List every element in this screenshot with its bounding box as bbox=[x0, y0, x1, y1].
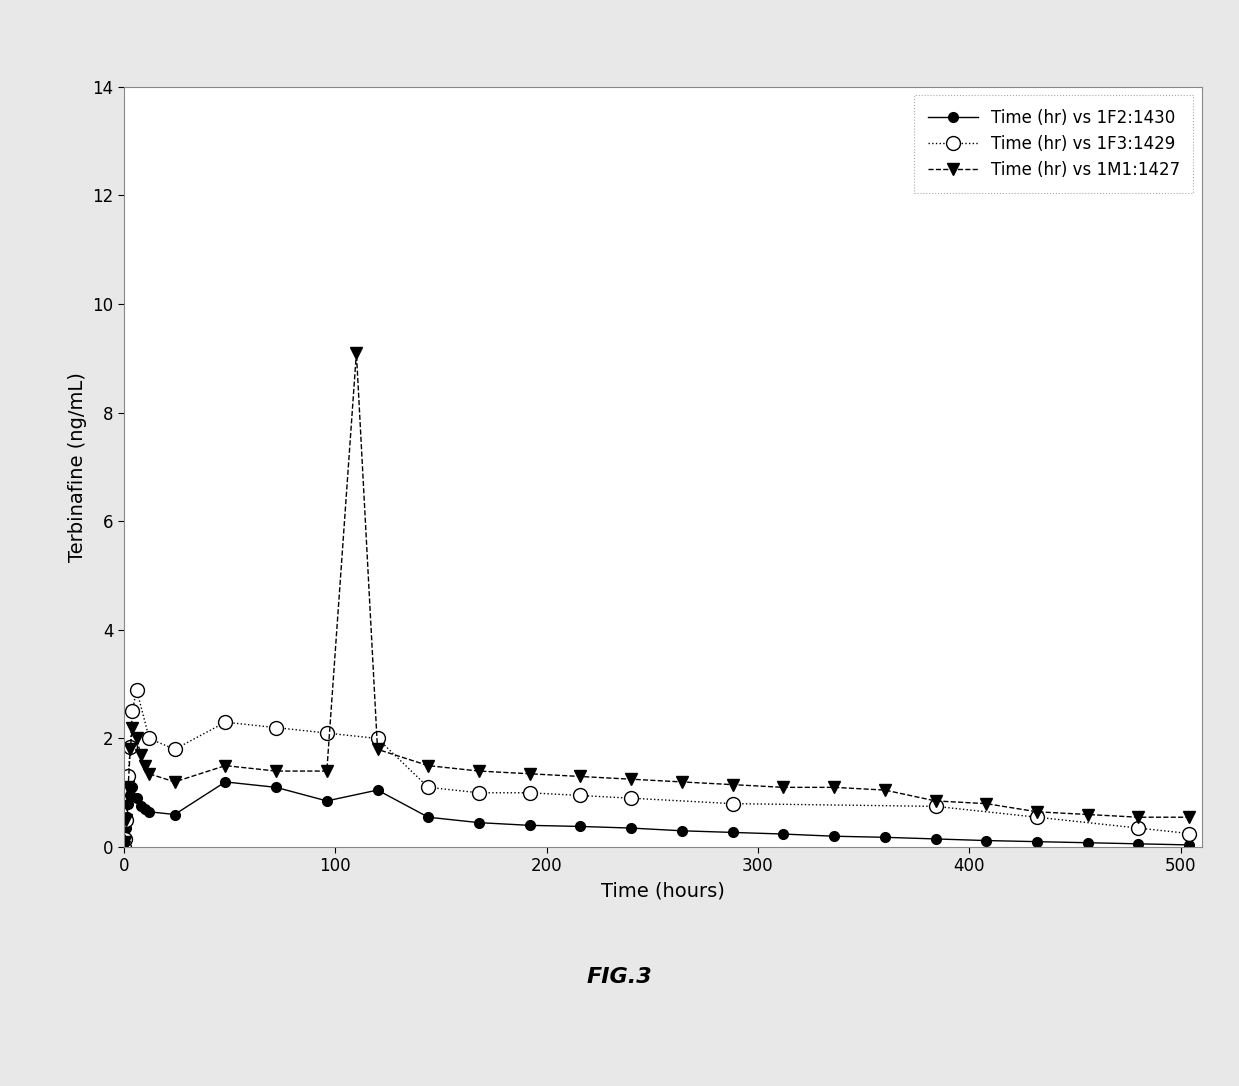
Time (hr) vs 1F2:1430 bbox=[1030, 835, 1044, 848]
Time (hr) vs 1M1:1427 bbox=[1182, 810, 1197, 824]
Time (hr) vs 1M1:1427 bbox=[141, 767, 156, 780]
Time (hr) vs 1F3:1429 bbox=[1030, 810, 1044, 824]
Time (hr) vs 1F3:1429 bbox=[118, 832, 133, 845]
Time (hr) vs 1M1:1427 bbox=[349, 346, 364, 359]
Time (hr) vs 1F3:1429 bbox=[1131, 822, 1146, 835]
Time (hr) vs 1F2:1430 bbox=[218, 775, 233, 788]
Time (hr) vs 1M1:1427 bbox=[877, 784, 892, 797]
Time (hr) vs 1F3:1429 bbox=[116, 841, 131, 854]
Y-axis label: Terbinafine (ng/mL): Terbinafine (ng/mL) bbox=[68, 372, 87, 561]
Time (hr) vs 1M1:1427 bbox=[674, 775, 689, 788]
Time (hr) vs 1F2:1430 bbox=[116, 841, 131, 854]
Time (hr) vs 1M1:1427 bbox=[134, 748, 149, 761]
Time (hr) vs 1M1:1427 bbox=[118, 835, 133, 848]
Text: FIG.3: FIG.3 bbox=[586, 968, 653, 987]
Time (hr) vs 1F2:1430 bbox=[123, 788, 138, 801]
Time (hr) vs 1F3:1429 bbox=[370, 732, 385, 745]
Time (hr) vs 1M1:1427 bbox=[320, 765, 335, 778]
Time (hr) vs 1M1:1427 bbox=[116, 841, 131, 854]
Time (hr) vs 1F3:1429 bbox=[623, 792, 638, 805]
Time (hr) vs 1F2:1430 bbox=[134, 799, 149, 812]
Time (hr) vs 1M1:1427 bbox=[523, 767, 538, 780]
Time (hr) vs 1F2:1430 bbox=[118, 831, 133, 844]
Line: Time (hr) vs 1M1:1427: Time (hr) vs 1M1:1427 bbox=[118, 346, 1196, 854]
Time (hr) vs 1F2:1430 bbox=[928, 832, 943, 845]
Time (hr) vs 1M1:1427 bbox=[928, 795, 943, 808]
Time (hr) vs 1M1:1427 bbox=[776, 781, 790, 794]
Time (hr) vs 1F2:1430 bbox=[1182, 838, 1197, 851]
Time (hr) vs 1F3:1429 bbox=[421, 781, 436, 794]
Time (hr) vs 1F3:1429 bbox=[129, 683, 144, 696]
Time (hr) vs 1F3:1429 bbox=[725, 797, 740, 810]
Time (hr) vs 1M1:1427 bbox=[125, 721, 140, 734]
Time (hr) vs 1F3:1429 bbox=[119, 813, 134, 826]
Time (hr) vs 1F3:1429 bbox=[320, 727, 335, 740]
Time (hr) vs 1M1:1427 bbox=[269, 765, 284, 778]
Time (hr) vs 1M1:1427 bbox=[1080, 808, 1095, 821]
Time (hr) vs 1F3:1429 bbox=[167, 743, 182, 756]
Time (hr) vs 1M1:1427 bbox=[979, 797, 994, 810]
Time (hr) vs 1F2:1430 bbox=[826, 830, 841, 843]
Time (hr) vs 1F3:1429 bbox=[928, 799, 943, 812]
Time (hr) vs 1F2:1430 bbox=[623, 822, 638, 835]
Time (hr) vs 1M1:1427 bbox=[370, 743, 385, 756]
Time (hr) vs 1F2:1430 bbox=[118, 834, 133, 847]
Time (hr) vs 1M1:1427 bbox=[218, 759, 233, 772]
Time (hr) vs 1F2:1430 bbox=[141, 806, 156, 819]
Time (hr) vs 1F3:1429 bbox=[269, 721, 284, 734]
Time (hr) vs 1M1:1427 bbox=[1030, 806, 1044, 819]
Time (hr) vs 1F2:1430 bbox=[116, 836, 131, 849]
Time (hr) vs 1F2:1430 bbox=[1080, 836, 1095, 849]
Time (hr) vs 1F2:1430 bbox=[523, 819, 538, 832]
Time (hr) vs 1F3:1429 bbox=[218, 716, 233, 729]
Time (hr) vs 1M1:1427 bbox=[138, 759, 152, 772]
Time (hr) vs 1F2:1430 bbox=[370, 784, 385, 797]
Time (hr) vs 1M1:1427 bbox=[472, 765, 487, 778]
Time (hr) vs 1F3:1429 bbox=[472, 786, 487, 799]
Time (hr) vs 1F3:1429 bbox=[141, 732, 156, 745]
Time (hr) vs 1M1:1427 bbox=[421, 759, 436, 772]
Time (hr) vs 1F2:1430 bbox=[472, 817, 487, 830]
Time (hr) vs 1F2:1430 bbox=[167, 808, 182, 821]
X-axis label: Time (hours): Time (hours) bbox=[601, 881, 725, 900]
Time (hr) vs 1F2:1430 bbox=[877, 831, 892, 844]
Time (hr) vs 1F2:1430 bbox=[269, 781, 284, 794]
Time (hr) vs 1M1:1427 bbox=[129, 732, 144, 745]
Time (hr) vs 1F3:1429 bbox=[523, 786, 538, 799]
Time (hr) vs 1F2:1430 bbox=[125, 781, 140, 794]
Time (hr) vs 1F3:1429 bbox=[572, 788, 587, 801]
Time (hr) vs 1F3:1429 bbox=[123, 741, 138, 754]
Time (hr) vs 1M1:1427 bbox=[1131, 810, 1146, 824]
Time (hr) vs 1F2:1430 bbox=[320, 795, 335, 808]
Line: Time (hr) vs 1F2:1430: Time (hr) vs 1F2:1430 bbox=[119, 778, 1194, 851]
Time (hr) vs 1M1:1427 bbox=[119, 813, 134, 826]
Time (hr) vs 1M1:1427 bbox=[120, 781, 135, 794]
Time (hr) vs 1F2:1430 bbox=[1131, 837, 1146, 850]
Time (hr) vs 1M1:1427 bbox=[123, 743, 138, 756]
Time (hr) vs 1F3:1429 bbox=[120, 770, 135, 783]
Line: Time (hr) vs 1F3:1429: Time (hr) vs 1F3:1429 bbox=[116, 683, 1196, 854]
Time (hr) vs 1F2:1430 bbox=[138, 803, 152, 816]
Time (hr) vs 1F2:1430 bbox=[120, 810, 135, 824]
Time (hr) vs 1M1:1427 bbox=[572, 770, 587, 783]
Time (hr) vs 1M1:1427 bbox=[725, 778, 740, 791]
Time (hr) vs 1F2:1430 bbox=[572, 820, 587, 833]
Legend: Time (hr) vs 1F2:1430, Time (hr) vs 1F3:1429, Time (hr) vs 1M1:1427: Time (hr) vs 1F2:1430, Time (hr) vs 1F3:… bbox=[914, 96, 1193, 192]
Time (hr) vs 1M1:1427 bbox=[826, 781, 841, 794]
Time (hr) vs 1F2:1430 bbox=[776, 828, 790, 841]
Time (hr) vs 1M1:1427 bbox=[623, 773, 638, 786]
Time (hr) vs 1M1:1427 bbox=[167, 775, 182, 788]
Time (hr) vs 1F2:1430 bbox=[129, 792, 144, 805]
Time (hr) vs 1F2:1430 bbox=[979, 834, 994, 847]
Time (hr) vs 1F3:1429 bbox=[1182, 828, 1197, 841]
Time (hr) vs 1F2:1430 bbox=[119, 822, 134, 835]
Time (hr) vs 1F3:1429 bbox=[125, 705, 140, 718]
Time (hr) vs 1F2:1430 bbox=[674, 824, 689, 837]
Time (hr) vs 1F2:1430 bbox=[421, 810, 436, 824]
Time (hr) vs 1F2:1430 bbox=[120, 797, 135, 810]
Time (hr) vs 1F2:1430 bbox=[725, 825, 740, 838]
